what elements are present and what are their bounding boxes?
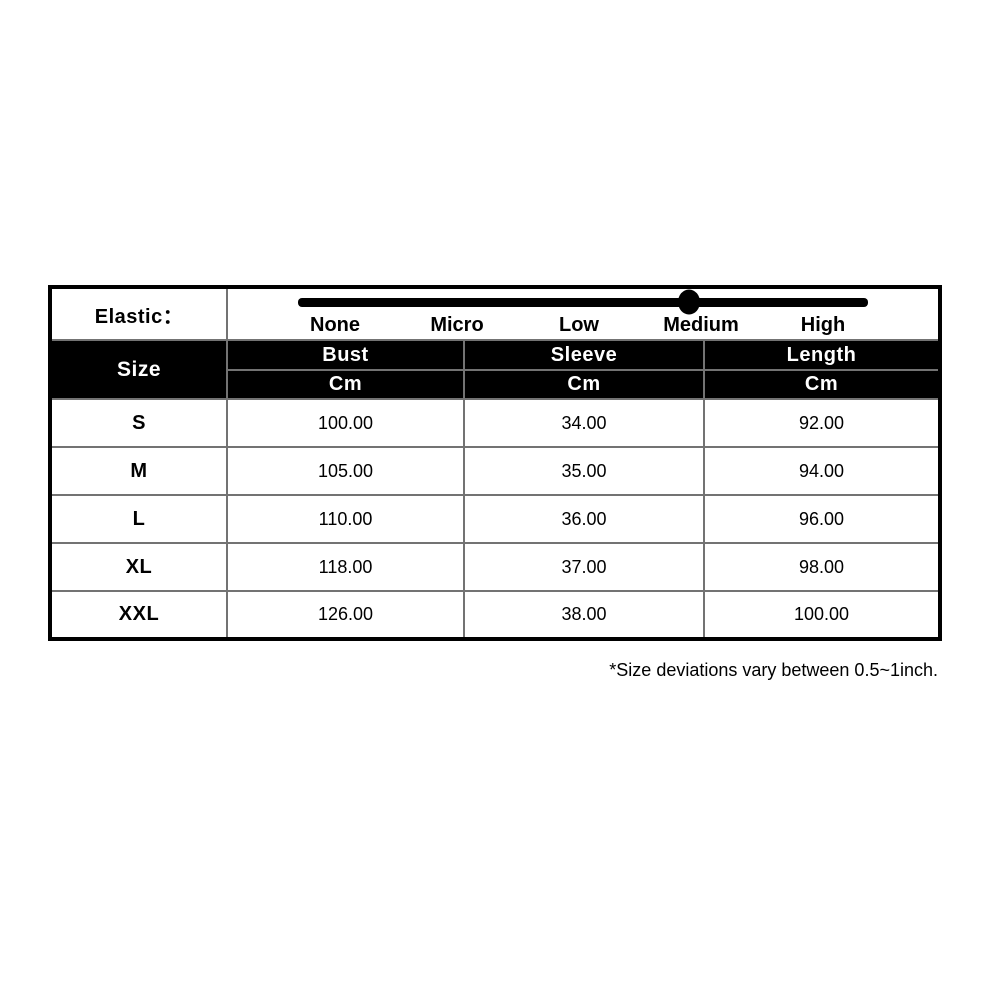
length-value: 100.00 xyxy=(703,590,941,640)
table-row-xxl: XXL 126.00 38.00 100.00 xyxy=(49,590,941,640)
bust-value: 105.00 xyxy=(226,446,465,496)
slider-label-micro: Micro xyxy=(430,314,484,336)
slider-labels: None Micro Low Medium High xyxy=(229,289,938,338)
column-header-sleeve: Sleeve xyxy=(463,339,705,371)
unit-cell-bust: Cm xyxy=(226,369,465,400)
bust-value: 100.00 xyxy=(226,398,465,448)
column-header-length: Length xyxy=(703,339,941,371)
slider-label-high: High xyxy=(800,314,846,336)
elastic-label-cell: Elastic： xyxy=(49,286,228,341)
measure-header-row: Size Bust Sleeve Length xyxy=(49,339,941,400)
length-value: 98.00 xyxy=(703,542,941,592)
unit-cell-sleeve: Cm xyxy=(463,369,705,400)
length-value: 96.00 xyxy=(703,494,941,544)
column-header-bust: Bust xyxy=(226,339,465,371)
bust-value: 126.00 xyxy=(226,590,465,640)
sleeve-value: 37.00 xyxy=(463,542,705,592)
sleeve-value: 38.00 xyxy=(463,590,705,640)
table-row-s: S 100.00 34.00 92.00 xyxy=(49,398,941,448)
slider-track xyxy=(298,298,868,307)
sleeve-value: 36.00 xyxy=(463,494,705,544)
elastic-slider-cell: None Micro Low Medium High xyxy=(226,286,941,341)
unit-cell-length: Cm xyxy=(703,369,941,400)
elastic-row: Elastic： None Micro Low Medium High xyxy=(49,286,941,341)
size-chart-table: Elastic： None Micro Low Medium High Size… xyxy=(48,285,942,641)
sleeve-value: 34.00 xyxy=(463,398,705,448)
length-value: 92.00 xyxy=(703,398,941,448)
bust-value: 110.00 xyxy=(226,494,465,544)
slider-label-none: None xyxy=(310,314,360,336)
table-row-l: L 110.00 36.00 96.00 xyxy=(49,494,941,544)
length-value: 94.00 xyxy=(703,446,941,496)
size-cell: M xyxy=(49,446,228,496)
size-cell: L xyxy=(49,494,228,544)
table-row-m: M 105.00 35.00 94.00 xyxy=(49,446,941,496)
slider-knob xyxy=(678,289,700,315)
bust-value: 118.00 xyxy=(226,542,465,592)
table-row-xl: XL 118.00 37.00 98.00 xyxy=(49,542,941,592)
size-corner-label: Size xyxy=(116,357,162,381)
slider-label-low: Low xyxy=(559,314,599,336)
sleeve-value: 35.00 xyxy=(463,446,705,496)
unit-header-row: Cm Cm Cm xyxy=(50,369,941,400)
size-cell: XL xyxy=(49,542,228,592)
elastic-label: Elastic： xyxy=(94,305,184,328)
size-corner-cell: Size xyxy=(49,339,228,400)
slider-label-medium: Medium xyxy=(663,314,739,336)
size-cell: XXL xyxy=(49,590,228,640)
elastic-slider: None Micro Low Medium High xyxy=(229,289,938,338)
size-deviation-footnote: *Size deviations vary between 0.5~1inch. xyxy=(609,660,938,680)
size-cell: S xyxy=(49,398,228,448)
